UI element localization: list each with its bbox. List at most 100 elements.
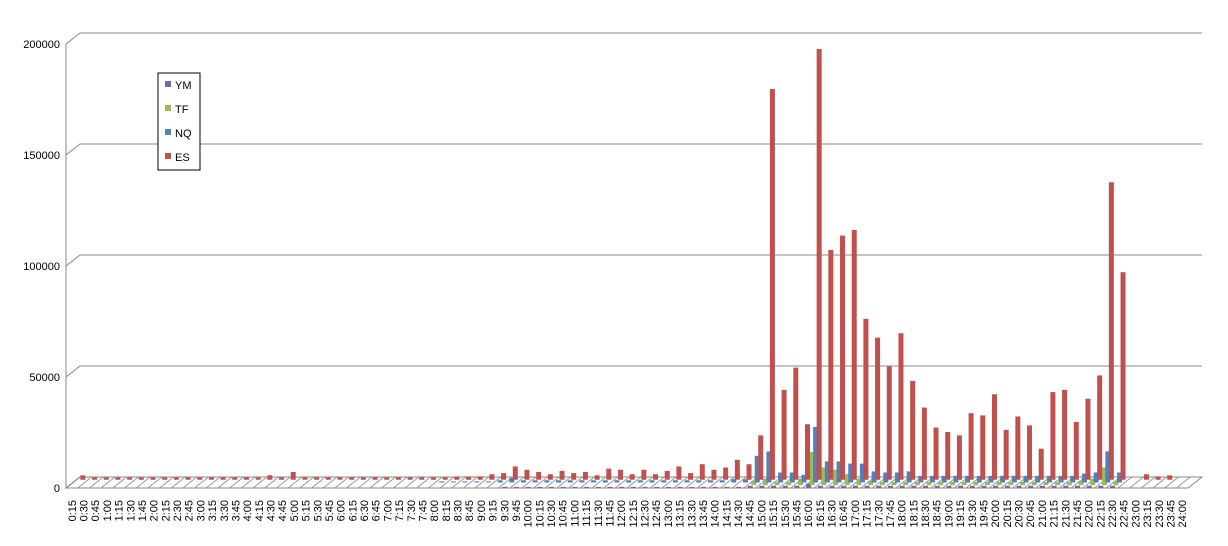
x-tick-label: 1:30 — [125, 500, 137, 521]
bar — [544, 480, 550, 483]
x-tick-label: 19:30 — [967, 500, 979, 528]
bar — [1101, 467, 1107, 486]
bar — [1097, 375, 1103, 480]
bar — [797, 478, 803, 486]
x-tick-label: 16:15 — [815, 500, 827, 528]
bar — [115, 477, 121, 480]
bar — [173, 477, 179, 480]
floor-line — [77, 476, 92, 489]
x-tick-label: 21:00 — [1037, 500, 1049, 528]
x-tick-label: 6:00 — [336, 500, 348, 521]
bar — [879, 481, 885, 486]
bar — [80, 475, 86, 480]
floor-line — [486, 476, 502, 489]
bar — [571, 473, 577, 480]
x-tick-label: 14:45 — [745, 500, 757, 528]
x-tick-label: 3:45 — [230, 500, 242, 521]
bar — [430, 477, 436, 480]
bar — [255, 477, 261, 480]
bar — [840, 235, 846, 480]
x-tick-label: 2:15 — [160, 500, 172, 521]
bar — [1098, 485, 1104, 488]
bar — [759, 485, 765, 488]
bar — [536, 471, 542, 480]
bar — [965, 475, 971, 483]
bar — [841, 485, 847, 488]
bar — [1105, 451, 1111, 483]
y-tick-label: 0 — [54, 483, 60, 495]
bar — [864, 485, 870, 488]
x-tick-label: 11:45 — [604, 500, 616, 527]
x-tick-label: 23:30 — [1154, 500, 1166, 528]
bar — [579, 480, 585, 483]
x-tick-label: 16:45 — [838, 500, 850, 528]
y-tick-label: 100000 — [23, 261, 60, 273]
bar — [828, 249, 834, 480]
bar — [1090, 478, 1096, 486]
x-tick-label: 17:00 — [850, 500, 862, 528]
bar — [617, 469, 623, 480]
x-tick-label: 4:15 — [254, 500, 266, 521]
x-tick-label: 23:15 — [1142, 500, 1154, 528]
bar — [684, 480, 690, 483]
bar — [1085, 398, 1091, 480]
floor-line — [135, 476, 151, 489]
y-tick-label: 50000 — [29, 372, 60, 384]
bar — [774, 481, 780, 486]
x-tick-label: 18:45 — [932, 500, 944, 528]
bar — [661, 480, 667, 483]
bar — [477, 476, 483, 480]
floor-line — [1176, 476, 1191, 489]
bar — [619, 486, 625, 488]
bar — [572, 486, 578, 488]
bar — [150, 477, 156, 480]
bar — [1066, 481, 1072, 486]
bar — [676, 466, 682, 480]
floor-line — [299, 476, 315, 489]
floor-line — [1164, 476, 1179, 489]
floor-line — [392, 476, 408, 489]
x-tick-label: 21:45 — [1072, 500, 1084, 528]
bar — [606, 468, 612, 480]
x-tick-label: 12:30 — [640, 500, 652, 528]
x-tick-label: 10:30 — [546, 500, 558, 528]
floor-line — [100, 476, 116, 489]
x-tick-label: 17:30 — [873, 500, 885, 528]
bar — [918, 475, 924, 483]
floor-line — [334, 476, 350, 489]
bar — [582, 471, 588, 480]
x-tick-label: 20:00 — [990, 500, 1002, 528]
floor-line — [404, 476, 420, 489]
bar — [934, 485, 940, 488]
floor-line — [357, 476, 373, 489]
bar — [871, 471, 877, 483]
x-tick-label: 4:00 — [242, 500, 254, 521]
bar — [1074, 485, 1080, 488]
bar — [789, 472, 795, 483]
bar — [956, 435, 962, 480]
x-tick-label: 15:00 — [756, 500, 768, 528]
bar — [817, 485, 823, 488]
bar — [649, 480, 655, 483]
bar — [1062, 389, 1068, 480]
x-tick-label: 22:00 — [1084, 500, 1096, 528]
x-tick-label: 16:00 — [803, 500, 815, 528]
bar — [793, 367, 799, 480]
bar — [852, 485, 858, 488]
x-tick-label: 17:45 — [885, 500, 897, 528]
x-tick-label: 7:30 — [406, 500, 418, 521]
bar — [1051, 485, 1057, 488]
bar — [279, 477, 285, 480]
bar — [1050, 392, 1056, 480]
bar — [700, 486, 706, 488]
bar — [1055, 481, 1061, 486]
floor-line — [568, 476, 583, 489]
y-tick-label: 200000 — [23, 39, 60, 51]
x-tick-label: 13:30 — [686, 500, 698, 528]
x-tick-label: 12:45 — [651, 500, 663, 528]
legend: YM TF NQ ES — [157, 72, 201, 171]
bar — [794, 485, 800, 488]
bar — [337, 477, 343, 480]
bar — [559, 470, 565, 480]
bar — [290, 471, 296, 480]
